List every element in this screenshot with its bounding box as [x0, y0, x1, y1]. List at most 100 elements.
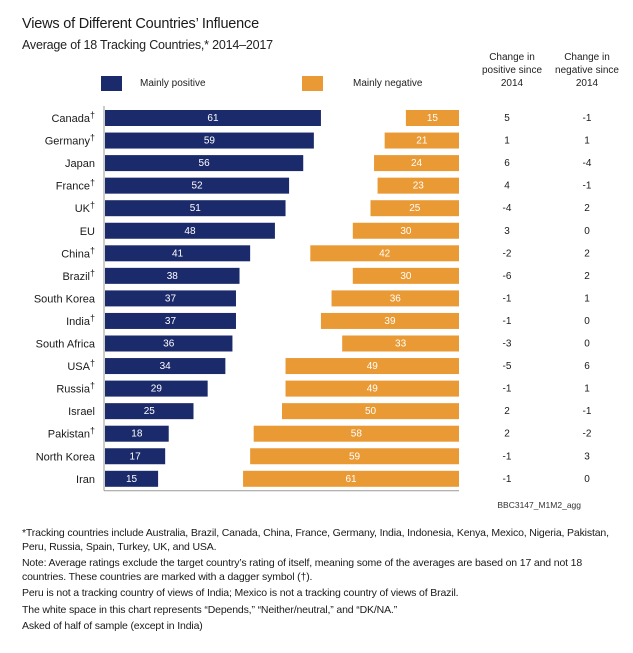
- bar-positive: [105, 290, 236, 307]
- change-negative-value: -1: [583, 406, 592, 417]
- bar-negative: [310, 245, 459, 262]
- column-header-line: positive since: [481, 65, 543, 76]
- column-header-line: Change in: [564, 52, 610, 63]
- change-negative-value: 2: [584, 203, 590, 214]
- legend-label-negative: Mainly negative: [353, 78, 423, 89]
- bar-label-positive: 56: [199, 158, 211, 169]
- legend-swatch-positive: [101, 76, 122, 91]
- bar-label-negative: 30: [400, 226, 412, 237]
- bar-negative: [243, 470, 459, 487]
- footnote-peru-mexico: Peru is not a tracking country of views …: [22, 587, 459, 599]
- change-positive-value: 4: [504, 181, 510, 192]
- category-label: Germany†: [45, 133, 95, 148]
- bar-label-negative: 49: [367, 384, 379, 395]
- bar-label-negative: 58: [351, 429, 363, 440]
- bar-positive: [105, 380, 208, 397]
- change-negative-value: 2: [584, 248, 590, 259]
- change-negative-value: 0: [584, 316, 590, 327]
- category-label: UK†: [75, 200, 95, 215]
- change-negative-value: 0: [584, 226, 590, 237]
- dagger-mark: †: [90, 110, 95, 120]
- category-label: Canada†: [51, 110, 95, 125]
- change-positive-value: -5: [503, 361, 512, 372]
- category-label: Israel: [68, 406, 95, 418]
- bar-negative: [250, 448, 459, 465]
- change-positive-value: -1: [503, 451, 512, 462]
- bar-positive: [105, 177, 290, 194]
- bar-label-positive: 29: [151, 384, 163, 395]
- category-label: South Korea: [34, 293, 96, 305]
- bar-positive: [105, 312, 236, 329]
- change-negative-value: 0: [584, 339, 590, 350]
- legend-swatch-negative: [302, 76, 323, 91]
- change-negative-value: 1: [584, 293, 590, 304]
- bar-positive: [105, 425, 169, 442]
- dagger-mark: †: [90, 358, 95, 368]
- change-positive-value: 1: [504, 136, 510, 147]
- change-negative-value: 6: [584, 361, 590, 372]
- change-positive-value: 2: [504, 406, 510, 417]
- dagger-mark: †: [90, 133, 95, 143]
- bar-label-positive: 61: [207, 113, 219, 124]
- bar-negative: [342, 335, 459, 352]
- bar-negative: [285, 358, 459, 375]
- change-negative-value: -1: [583, 181, 592, 192]
- change-negative-value: -1: [583, 113, 592, 124]
- source-code: BBC3147_M1M2_agg: [497, 500, 581, 510]
- footnote-white-space: The white space in this chart represents…: [22, 603, 398, 616]
- category-label: France†: [56, 178, 95, 193]
- bar-negative: [352, 267, 459, 284]
- bar-negative: [253, 425, 459, 442]
- change-negative-value: 3: [584, 451, 590, 462]
- bar-label-negative: 42: [379, 248, 391, 259]
- change-negative-value: 2: [584, 271, 590, 282]
- change-positive-value: 2: [504, 429, 510, 440]
- change-negative-value: -4: [583, 158, 592, 169]
- dagger-mark: †: [90, 313, 95, 323]
- change-positive-value: -4: [503, 203, 512, 214]
- bar-label-negative: 39: [384, 316, 396, 327]
- bar-negative: [384, 132, 459, 149]
- dagger-mark: †: [90, 426, 95, 436]
- change-positive-value: -1: [503, 293, 512, 304]
- change-positive-value: -1: [503, 316, 512, 327]
- bar-negative: [320, 312, 459, 329]
- change-positive-value: -2: [503, 248, 512, 259]
- change-positive-value: 5: [504, 113, 510, 124]
- chart-title: Views of Different Countries’ Influence: [22, 16, 259, 32]
- category-label: Russia†: [56, 381, 95, 396]
- category-label: EU: [80, 226, 95, 238]
- bar-label-negative: 49: [367, 361, 379, 372]
- bar-label-negative: 25: [409, 203, 421, 214]
- bar-label-negative: 50: [365, 406, 377, 417]
- column-header-line: Change in: [489, 52, 535, 63]
- bar-negative: [370, 200, 459, 217]
- footnote-sample: Asked of half of sample (except in India…: [22, 620, 203, 632]
- change-positive-value: -1: [503, 474, 512, 485]
- change-negative-value: 0: [584, 474, 590, 485]
- bar-positive: [105, 110, 321, 126]
- bar-label-negative: 33: [395, 339, 407, 350]
- bar-positive: [105, 358, 226, 375]
- footnotes: *Tracking countries include Australia, B…: [22, 527, 612, 637]
- bar-label-positive: 38: [167, 271, 179, 282]
- dagger-mark: †: [90, 200, 95, 210]
- change-negative-value: 1: [584, 136, 590, 147]
- column-header-line: negative since: [555, 65, 619, 76]
- change-positive-value: 3: [504, 226, 510, 237]
- bar-label-negative: 23: [413, 181, 425, 192]
- category-label: USA†: [67, 358, 95, 373]
- bar-negative: [282, 403, 459, 420]
- category-label: Pakistan†: [48, 426, 95, 441]
- bar-positive: [105, 403, 194, 420]
- category-label: Brazil†: [62, 268, 95, 283]
- legend-item-negative: Mainly negative: [302, 76, 422, 91]
- legend-label-positive: Mainly positive: [140, 78, 206, 89]
- dagger-mark: †: [90, 268, 95, 278]
- bar-negative: [285, 380, 459, 397]
- bar-label-negative: 15: [427, 113, 439, 124]
- category-label: Iran: [76, 474, 95, 486]
- bar-label-negative: 59: [349, 451, 361, 462]
- change-negative-value: -2: [583, 429, 592, 440]
